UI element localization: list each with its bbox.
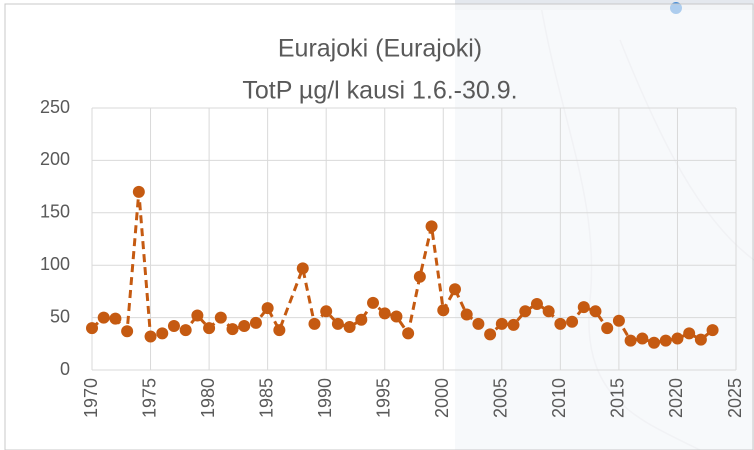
data-point: [612, 314, 625, 327]
data-point: [413, 270, 426, 283]
data-point: [694, 333, 707, 346]
x-tick-label: 2010: [549, 378, 569, 418]
data-point: [378, 307, 391, 320]
data-point: [308, 317, 321, 330]
data-point: [97, 311, 110, 324]
data-point: [402, 327, 415, 340]
data-point: [706, 324, 719, 337]
data-point: [636, 332, 649, 345]
x-tick-label: 1995: [373, 378, 393, 418]
y-tick-label: 250: [40, 97, 70, 117]
data-point: [331, 317, 344, 330]
chart-subtitle: TotP µg/l kausi 1.6.-30.9.: [242, 77, 517, 105]
data-point: [460, 308, 473, 321]
data-point: [472, 317, 485, 330]
data-point: [495, 317, 508, 330]
x-tick-label: 2025: [725, 378, 745, 418]
data-point: [448, 283, 461, 296]
chart-frame: [4, 3, 754, 450]
y-tick-label: 200: [40, 149, 70, 169]
data-point: [671, 332, 684, 345]
x-tick-label: 1990: [315, 378, 335, 418]
data-point: [530, 297, 543, 310]
data-point: [261, 302, 274, 315]
chart-title: Eurajoki (Eurajoki): [278, 35, 482, 63]
data-point: [425, 220, 438, 233]
data-point: [296, 262, 309, 275]
data-point: [179, 324, 192, 337]
data-point: [203, 322, 216, 335]
data-point: [601, 322, 614, 335]
data-point: [390, 310, 403, 323]
data-point: [683, 327, 696, 340]
data-point: [86, 322, 98, 335]
data-point: [144, 330, 157, 343]
data-point: [109, 312, 122, 325]
x-tick-label: 1975: [139, 378, 159, 418]
data-point: [273, 324, 286, 337]
data-point: [132, 185, 145, 198]
data-point: [437, 304, 450, 317]
data-point: [156, 327, 169, 340]
data-point: [554, 317, 567, 330]
y-tick-label: 100: [40, 254, 70, 274]
data-point: [507, 318, 520, 331]
data-point: [624, 334, 637, 347]
x-tick-label: 2020: [666, 378, 686, 418]
data-point: [648, 336, 661, 349]
data-point: [355, 313, 368, 326]
y-tick-label: 150: [40, 202, 70, 222]
x-tick-label: 2000: [432, 378, 452, 418]
data-point: [238, 319, 251, 332]
data-point: [343, 321, 356, 334]
data-point: [589, 305, 602, 318]
y-tick-label: 50: [50, 306, 70, 326]
data-point: [367, 296, 380, 309]
data-point: [167, 319, 180, 332]
data-point: [484, 328, 497, 341]
data-point: [320, 305, 333, 318]
x-tick-label: 2015: [608, 378, 628, 418]
data-point: [214, 311, 227, 324]
y-tick-label: 0: [60, 359, 70, 379]
data-point: [226, 323, 239, 336]
x-tick-label: 1985: [256, 378, 276, 418]
x-tick-label: 2005: [491, 378, 511, 418]
data-point: [191, 309, 204, 322]
data-point: [577, 301, 590, 314]
data-point: [121, 325, 134, 338]
data-point: [519, 305, 532, 318]
data-point: [542, 305, 555, 318]
data-point: [249, 316, 262, 329]
x-tick-label: 1970: [81, 378, 101, 418]
data-point: [659, 334, 672, 347]
x-tick-label: 1980: [198, 378, 218, 418]
data-point: [566, 315, 579, 328]
